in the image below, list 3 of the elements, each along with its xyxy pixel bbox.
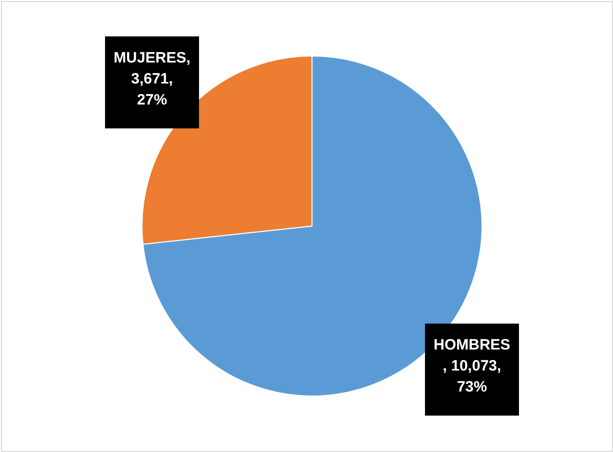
slice-label: HOMBRES (434, 336, 510, 354)
data-label: , 10,073, 73% (442, 358, 502, 396)
slice-label: MUJERES, 3,671, 27% (114, 49, 190, 108)
